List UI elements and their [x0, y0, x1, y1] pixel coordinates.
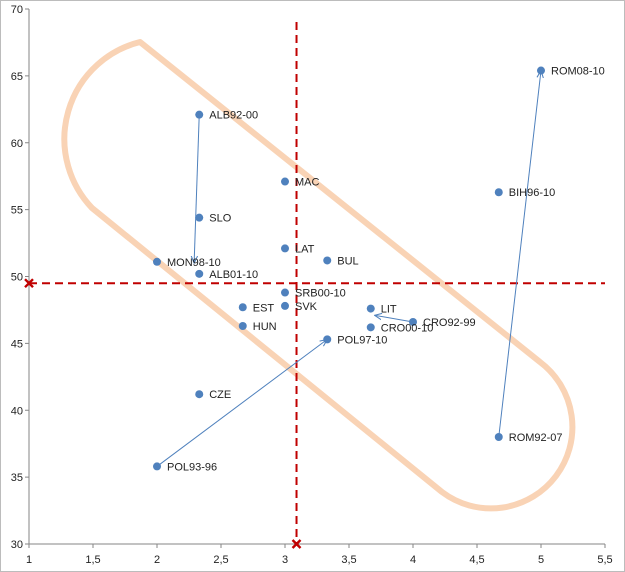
point-label-rom08-10: ROM08-10	[551, 66, 605, 78]
data-point-lit	[366, 304, 375, 313]
point-label-lat: LAT	[295, 243, 315, 255]
data-point-mac	[281, 177, 289, 186]
point-label-cze: CZE	[209, 389, 231, 401]
point-label-bul: BUL	[337, 255, 358, 267]
point-label-svk: SVK	[295, 301, 318, 313]
data-point-bih96-10	[494, 188, 503, 197]
highlight-capsule	[61, 39, 576, 512]
data-point-alb92-00	[195, 110, 204, 119]
data-point-alb01-10	[195, 269, 204, 278]
data-point-rom92-07	[494, 433, 503, 441]
point-label-est: EST	[253, 302, 275, 314]
arrow-layer	[156, 71, 541, 467]
transition-arrow	[498, 71, 541, 438]
point-label-cro92-99: CRO92-99	[423, 317, 476, 329]
data-point-pol93-96	[153, 462, 161, 471]
point-label-cro00-10: CRO00-10	[381, 322, 434, 334]
x-tick-label: 4	[410, 554, 416, 566]
data-point-lat	[281, 244, 289, 253]
point-label-bih96-10: BIH96-10	[509, 187, 555, 199]
x-tick-label: 1,5	[85, 554, 100, 566]
data-point-slo	[195, 213, 204, 222]
point-label-pol97-10: POL97-10	[337, 334, 387, 346]
y-tick-label: 60	[11, 138, 23, 150]
data-point-bul	[323, 256, 332, 265]
data-point-srb00-10	[281, 288, 289, 297]
point-label-rom92-07: ROM92-07	[509, 432, 563, 444]
point-label-mon98-10: MON98-10	[167, 257, 221, 269]
x-tick-label: 2	[154, 554, 160, 566]
reference-x-marker	[291, 539, 302, 549]
x-tick-label: 3,5	[341, 554, 356, 566]
point-label-alb01-10: ALB01-10	[209, 269, 258, 281]
y-tick-label: 70	[11, 4, 23, 16]
reference-layer	[24, 22, 605, 549]
x-tick-label: 5,5	[597, 554, 612, 566]
y-tick-label: 50	[11, 272, 23, 284]
data-point-cze	[195, 390, 204, 399]
point-label-mac: MAC	[295, 177, 320, 189]
y-tick-label: 35	[11, 472, 23, 484]
y-tick-label: 40	[11, 405, 23, 417]
data-point-est	[238, 303, 247, 312]
point-label-srb00-10: SRB00-10	[295, 288, 346, 300]
data-point-hun	[238, 321, 247, 330]
point-label-alb92-00: ALB92-00	[209, 110, 258, 122]
reference-x-marker	[24, 278, 34, 289]
point-label-slo: SLO	[209, 213, 231, 225]
x-tick-label: 1	[26, 554, 32, 566]
highlight-layer	[61, 39, 576, 512]
axes-layer: 30 35 40 45 50 55 60 65 70 1 1,5 2 2,5 3 3,5 4 4,5 5 5,5	[11, 4, 613, 566]
y-tick-label: 30	[11, 539, 23, 551]
x-tick-label: 5	[538, 554, 544, 566]
x-tick-label: 4,5	[469, 554, 484, 566]
point-layer	[153, 66, 545, 471]
point-label-hun: HUN	[253, 321, 277, 333]
y-tick-label: 55	[11, 205, 23, 217]
transition-arrow	[194, 114, 200, 263]
point-label-pol93-96: POL93-96	[167, 461, 217, 473]
data-point-cro00-10	[366, 323, 375, 332]
data-point-mon98-10	[153, 257, 161, 266]
y-tick-label: 65	[11, 71, 23, 83]
transition-arrow	[156, 339, 327, 467]
point-label-lit: LIT	[381, 304, 397, 316]
x-tick-label: 2,5	[213, 554, 228, 566]
transition-arrow	[375, 315, 414, 323]
data-point-pol97-10	[323, 335, 332, 344]
data-point-svk	[281, 301, 289, 310]
x-tick-label: 3	[282, 554, 288, 566]
y-tick-label: 45	[11, 338, 23, 350]
data-point-cro92-99	[409, 317, 417, 326]
data-point-rom08-10	[537, 66, 545, 75]
